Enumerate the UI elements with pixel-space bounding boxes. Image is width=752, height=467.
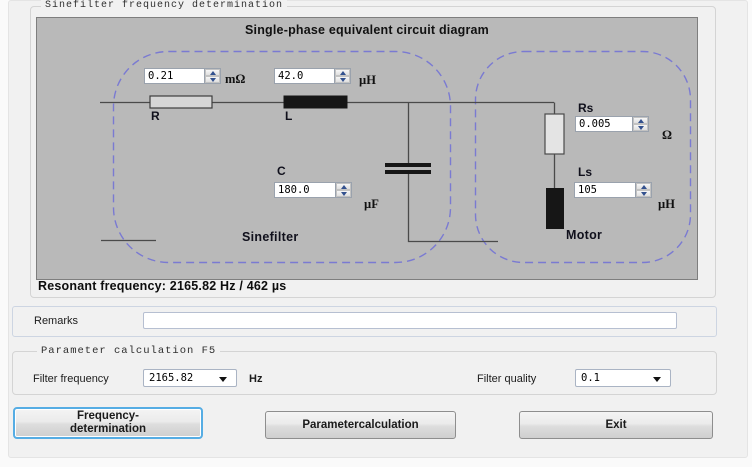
spin-up-button[interactable] [335,69,350,76]
l-value-spinner[interactable]: 42.0 [274,68,351,84]
spin-down-button[interactable] [335,76,350,83]
filter-frequency-label: Filter frequency [33,373,109,385]
groupbox-parameter-calculation: Parameter calculation F5 Filter frequenc… [12,345,717,395]
dropdown-arrow-icon [219,377,227,382]
spin-up-icon [637,118,644,123]
spin-down-icon [637,125,644,130]
inductor-l-symbol [283,95,348,109]
rs-spin-buttons [632,117,648,131]
spin-up-icon [339,70,346,75]
r-label: R [151,109,160,123]
spin-down-icon [640,191,647,196]
rs-label: Rs [578,101,594,115]
c-spin-buttons [335,183,351,197]
capacitor-plate-bottom [385,170,431,174]
bottom-wire [407,174,498,243]
c-value-spinner[interactable]: 180.0 [274,182,352,198]
spin-up-button[interactable] [633,117,648,124]
rs-unit-label: Ω [662,128,673,142]
filter-frequency-value: 2165.82 [149,372,194,384]
filter-quality-dropdown[interactable]: 0.1 [575,369,671,387]
ls-label: Ls [578,165,593,179]
resistor-rs-symbol [544,113,565,155]
filter-quality-label: Filter quality [477,373,537,385]
ls-spin-buttons [635,183,651,197]
spin-up-icon [640,184,647,189]
remarks-input[interactable] [143,312,677,329]
remarks-panel: Remarks [12,306,717,337]
l-label: L [285,109,293,123]
groupbox-title: Sinefilter frequency determination [41,0,288,11]
sinefilter-region-label: Sinefilter [242,230,299,244]
spin-down-icon [340,191,347,196]
ls-value[interactable]: 105 [578,184,597,196]
spin-up-button[interactable] [336,183,351,190]
spin-down-button[interactable] [205,76,220,83]
exit-button[interactable]: Exit [519,411,713,439]
spin-down-button[interactable] [633,124,648,131]
spin-down-icon [339,77,346,82]
spin-down-icon [209,77,216,82]
remarks-label: Remarks [34,315,79,327]
spin-up-icon [209,70,216,75]
parameter-groupbox-title: Parameter calculation F5 [37,345,221,357]
rs-value[interactable]: 0.005 [579,118,611,130]
filter-frequency-unit: Hz [249,373,263,385]
diagram-title: Single-phase equivalent circuit diagram [245,23,489,37]
filter-quality-value: 0.1 [581,372,600,384]
sinefilter-region-outline [112,50,452,264]
motor-region-outline [474,50,692,264]
l-unit-label: µH [359,73,376,87]
parameter-calculation-button[interactable]: Parametercalculation [265,411,456,439]
c-unit-label: µF [364,197,379,211]
ls-value-spinner[interactable]: 105 [574,182,652,198]
frequency-determination-button-line2: determination [69,423,147,435]
resonant-frequency-text: Resonant frequency: 2165.82 Hz / 462 µs [38,279,287,293]
inductor-ls-symbol [546,188,564,229]
spin-up-icon [340,184,347,189]
dropdown-arrow-icon [653,377,661,382]
r-spin-buttons [204,69,220,83]
circuit-diagram-panel: Single-phase equivalent circuit diagram … [36,17,698,280]
filter-frequency-dropdown[interactable]: 2165.82 [143,369,237,387]
circuit-diagram-svg [100,50,692,264]
r-value-spinner[interactable]: 0.21 [144,68,221,84]
resistor-r-symbol [149,95,213,109]
l-spin-buttons [334,69,350,83]
l-value[interactable]: 42.0 [278,70,304,82]
spin-up-button[interactable] [636,183,651,190]
r-unit-label: mΩ [225,72,246,86]
ls-unit-label: µH [658,197,675,211]
capacitor-plate-top [385,163,431,167]
frequency-determination-button[interactable]: Frequency- determination [13,407,203,439]
frequency-determination-button-line1: Frequency- [77,410,139,422]
spin-down-button[interactable] [636,190,651,197]
c-value[interactable]: 180.0 [278,184,310,196]
groupbox-sinefilter-frequency-determination: Sinefilter frequency determination [30,0,716,298]
c-label: C [277,164,286,178]
r-value[interactable]: 0.21 [148,70,174,82]
motor-region-label: Motor [566,228,603,242]
spin-up-button[interactable] [205,69,220,76]
rs-value-spinner[interactable]: 0.005 [575,116,649,132]
spin-down-button[interactable] [336,190,351,197]
